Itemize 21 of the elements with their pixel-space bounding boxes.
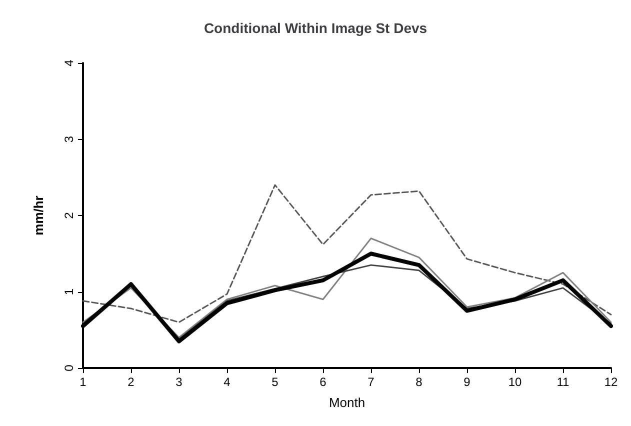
y-axis-title: mm/hr [31, 196, 46, 236]
x-tick-label: 7 [368, 375, 375, 389]
x-tick-label: 5 [272, 375, 279, 389]
y-tick-label: 1 [62, 288, 76, 296]
x-tick-label: 2 [128, 375, 135, 389]
y-tick-label: 3 [62, 136, 76, 143]
x-tick-label: 4 [224, 375, 231, 389]
x-tick-label: 8 [416, 375, 423, 389]
x-tick-label: 1 [80, 375, 87, 389]
x-tick-label: 9 [464, 375, 471, 389]
y-tick-label: 4 [62, 59, 76, 66]
line-series [82, 184, 612, 323]
x-tick-label: 12 [604, 375, 618, 389]
x-tick-label: 11 [556, 375, 570, 389]
x-tick-label: 6 [320, 375, 327, 389]
x-axis-title: Month [328, 395, 366, 410]
y-tick-label: 2 [62, 212, 76, 219]
x-tick-label: 3 [176, 375, 183, 389]
chart-title: Conditional Within Image St Devs [204, 20, 428, 36]
x-tick-label: 10 [508, 375, 522, 389]
y-tick-label: 0 [62, 364, 76, 372]
